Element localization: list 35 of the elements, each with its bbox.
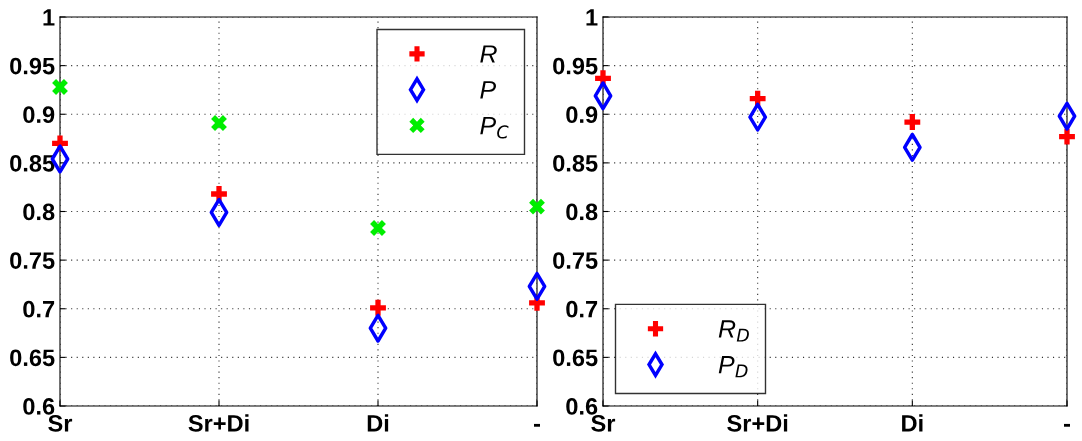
y-tick-label: 0.7 — [23, 300, 55, 318]
x-tick-label: Sr+Di — [188, 414, 249, 432]
y-tick-label: 1 — [43, 9, 55, 26]
point — [1059, 128, 1075, 145]
y-tick-label: 0.9 — [566, 106, 598, 124]
y-tick-label: 0.65 — [10, 349, 55, 367]
legend-label: R$_{D}$ — [718, 320, 749, 342]
point — [370, 299, 386, 316]
point — [904, 114, 921, 130]
y-tick-label: 0.75 — [10, 252, 55, 269]
y-tick-label: 1 — [586, 9, 598, 26]
x-tick-label: Di — [367, 414, 389, 432]
y-tick-label: 0.95 — [553, 57, 598, 75]
x-tick-label: - — [533, 423, 540, 427]
legend-label: P$_{D}$ — [718, 356, 748, 378]
y-tick-label: 0.7 — [566, 300, 598, 318]
x-tick-label: Di — [902, 414, 923, 432]
x-tick-label: - — [1063, 423, 1070, 427]
legend-label: P$_{C}$ — [480, 116, 509, 139]
x-tick-label: Sr+Di — [727, 414, 788, 432]
y-tick-label: 0.75 — [553, 252, 598, 269]
x-tick-label: Sr — [48, 414, 73, 432]
point — [529, 198, 545, 215]
legend-label: R — [480, 45, 497, 63]
y-tick-label: 0.8 — [566, 203, 598, 221]
y-tick-label: 0.6 — [23, 398, 55, 415]
y-tick-label: 0.85 — [10, 154, 55, 172]
y-tick-label: 0.95 — [10, 57, 55, 75]
y-tick-label: 0.85 — [553, 154, 598, 172]
y-tick-label: 0.8 — [23, 203, 55, 221]
y-tick-label: 0.65 — [553, 349, 598, 367]
legend-label: P — [480, 81, 497, 99]
x-tick-label: Sr — [591, 414, 616, 432]
y-tick-label: 0.6 — [566, 398, 598, 415]
y-tick-label: 0.9 — [23, 106, 55, 124]
